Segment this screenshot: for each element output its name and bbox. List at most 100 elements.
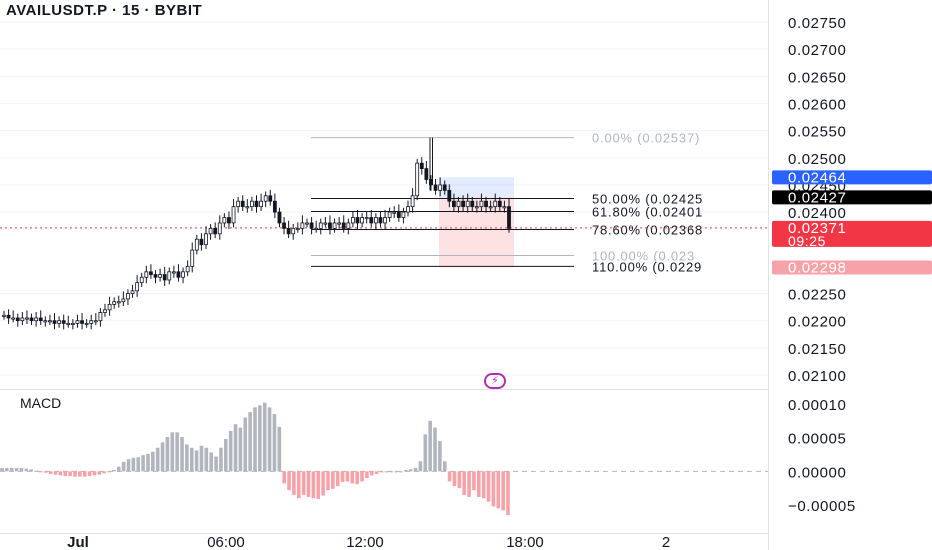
macd-histogram-bar: [24, 468, 29, 472]
macd-histogram-bar: [238, 427, 243, 472]
macd-histogram-bar: [360, 471, 364, 482]
macd-histogram-bar: [92, 471, 97, 476]
macd-histogram-bar: [326, 471, 330, 491]
candle-body: [181, 271, 185, 278]
candle-body: [48, 320, 52, 323]
macd-histogram-bar: [486, 471, 491, 502]
price-badge: [772, 170, 932, 185]
macd-histogram-bar: [296, 471, 301, 499]
candle-body: [401, 211, 406, 218]
macd-histogram-bar: [355, 471, 359, 485]
macd-histogram-bar: [214, 456, 218, 472]
macd-histogram-bar: [224, 439, 228, 472]
macd-histogram-bar: [29, 469, 33, 472]
candle-body: [452, 200, 456, 208]
candle-body: [250, 200, 254, 208]
candle-body: [259, 200, 263, 208]
macd-histogram-bar: [433, 427, 437, 472]
candle-body: [314, 227, 319, 230]
macd-histogram-bar: [112, 469, 116, 472]
macd-histogram-bar: [374, 471, 379, 475]
macd-histogram-bar: [272, 414, 277, 472]
candle-body: [61, 320, 66, 324]
candle-body: [387, 211, 392, 218]
macd-histogram-bar: [73, 471, 77, 477]
macd-histogram-bar: [462, 471, 467, 495]
candle-body: [38, 317, 43, 322]
candle-body: [378, 217, 383, 224]
candle-body: [277, 211, 282, 224]
candle-body: [415, 162, 420, 197]
candle-body: [470, 200, 475, 208]
candle-body: [149, 271, 153, 275]
lightning-logo-icon[interactable]: ⚡: [484, 373, 506, 389]
macd-tick-label: 0.00010: [788, 397, 846, 414]
price-tick-label: 0.02250: [788, 287, 846, 304]
macd-histogram-bar: [258, 405, 262, 472]
candle-body: [369, 217, 374, 224]
candle-body: [93, 320, 98, 323]
macd-title[interactable]: MACD: [20, 395, 62, 411]
macd-histogram-bar: [262, 402, 267, 472]
macd-histogram-bar: [438, 441, 442, 472]
pane-divider[interactable]: [0, 389, 768, 390]
candle-body: [15, 317, 20, 322]
macd-histogram-bar: [311, 471, 316, 499]
candle-body: [341, 222, 346, 229]
candle-body: [383, 217, 387, 224]
macd-histogram-bar: [404, 469, 408, 472]
candle-body: [484, 200, 488, 208]
macd-histogram-bar: [155, 447, 160, 472]
candle-body: [20, 317, 25, 322]
candle-body: [222, 217, 227, 224]
candle-body: [447, 189, 452, 202]
macd-histogram-bar: [82, 471, 87, 477]
fib-level-label: 61.80% (0.02401: [592, 205, 703, 220]
target-zone: [439, 177, 514, 198]
price-axis-divider: [768, 0, 769, 550]
macd-histogram-bar: [491, 471, 496, 507]
time-tick-label: Jul: [67, 534, 89, 550]
candle-body: [171, 271, 176, 274]
candle-body: [80, 320, 84, 324]
candle-body: [291, 227, 296, 235]
macd-histogram-bar: [379, 471, 384, 473]
macd-histogram-bar: [165, 436, 170, 472]
candle-body: [34, 317, 39, 322]
macd-histogram-bar: [209, 452, 214, 472]
macd-histogram-bar: [267, 407, 272, 472]
fib-level-label: 78.60% (0.02368: [592, 222, 703, 237]
candle-body: [318, 222, 323, 229]
candle-body: [332, 222, 337, 229]
macd-histogram-bar: [136, 457, 141, 472]
candle-body: [70, 323, 75, 326]
candle-body: [167, 271, 172, 281]
macd-histogram-bar: [365, 471, 369, 479]
symbol-title[interactable]: AVAILUSDT.P · 15 · BYBIT: [6, 2, 203, 19]
macd-histogram-bar: [180, 436, 184, 472]
candle-body: [272, 200, 277, 213]
candle-body: [194, 238, 199, 251]
macd-tick-label: −0.00005: [788, 498, 856, 515]
macd-histogram-bar: [340, 471, 345, 483]
candle-body: [479, 200, 484, 208]
time-tick-label: 06:00: [207, 534, 245, 550]
candle-body: [126, 293, 130, 300]
price-badge: [772, 190, 932, 205]
macd-histogram-bar: [78, 471, 82, 477]
macd-histogram-bar: [19, 467, 24, 472]
candle-body: [360, 217, 364, 224]
macd-histogram-bar: [399, 471, 403, 473]
macd-histogram-bar: [467, 471, 471, 497]
candle-body: [89, 320, 94, 324]
macd-histogram-bar: [331, 471, 335, 489]
candle-body: [29, 317, 34, 322]
macd-histogram-bar: [53, 471, 58, 475]
candle-body: [254, 200, 259, 208]
price-tick-label: 0.02600: [788, 96, 846, 113]
candle-body: [107, 303, 112, 311]
candle-body: [231, 206, 236, 224]
time-tick-label: 12:00: [346, 534, 384, 550]
candle-body: [6, 314, 11, 319]
